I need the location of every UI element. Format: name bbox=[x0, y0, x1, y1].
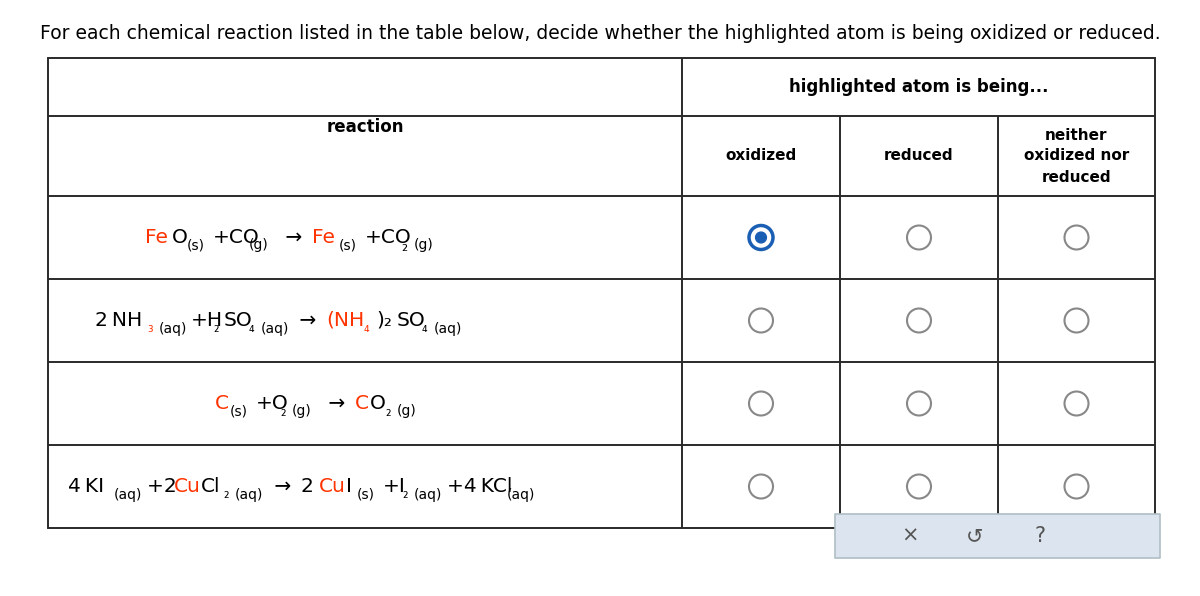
Text: (aq): (aq) bbox=[114, 488, 143, 501]
Text: ₂: ₂ bbox=[280, 405, 286, 418]
Text: For each chemical reaction listed in the table below, decide whether the highlig: For each chemical reaction listed in the… bbox=[40, 24, 1160, 43]
Circle shape bbox=[756, 232, 767, 243]
Text: +I: +I bbox=[383, 477, 406, 496]
Text: +2: +2 bbox=[148, 477, 181, 496]
Text: (g): (g) bbox=[397, 405, 416, 418]
Text: (g): (g) bbox=[250, 238, 269, 253]
Text: C: C bbox=[355, 394, 370, 413]
Text: +O: +O bbox=[256, 394, 289, 413]
Text: I: I bbox=[346, 477, 352, 496]
Text: reduced: reduced bbox=[884, 148, 954, 163]
Text: highlighted atom is being...: highlighted atom is being... bbox=[788, 78, 1049, 96]
Text: (aq): (aq) bbox=[414, 488, 443, 501]
Text: reaction: reaction bbox=[326, 118, 403, 136]
Text: (s): (s) bbox=[230, 405, 248, 418]
Text: ₂: ₂ bbox=[402, 488, 408, 501]
Text: +H: +H bbox=[191, 311, 223, 330]
Text: ₂: ₂ bbox=[223, 488, 228, 501]
Text: (g): (g) bbox=[414, 238, 433, 253]
Text: O: O bbox=[370, 394, 386, 413]
Text: (aq): (aq) bbox=[235, 488, 263, 501]
Text: neither
oxidized nor
reduced: neither oxidized nor reduced bbox=[1024, 128, 1129, 185]
Text: oxidized: oxidized bbox=[725, 148, 797, 163]
Text: +CO: +CO bbox=[365, 228, 412, 247]
Text: C: C bbox=[215, 394, 229, 413]
Text: (NH: (NH bbox=[326, 311, 365, 330]
Text: →: → bbox=[293, 311, 323, 330]
Text: (aq): (aq) bbox=[508, 488, 535, 501]
Text: Cu: Cu bbox=[319, 477, 346, 496]
Text: ₄: ₄ bbox=[364, 321, 370, 336]
Bar bbox=[48, 58, 1154, 528]
Text: (aq): (aq) bbox=[434, 321, 462, 336]
Text: ×: × bbox=[901, 526, 919, 546]
Text: Cu: Cu bbox=[174, 477, 200, 496]
Text: →: → bbox=[278, 228, 308, 247]
Text: O: O bbox=[172, 228, 188, 247]
Text: ₄: ₄ bbox=[422, 321, 427, 336]
Text: (g): (g) bbox=[292, 405, 312, 418]
Text: )₂: )₂ bbox=[376, 311, 392, 330]
Text: Fe: Fe bbox=[145, 228, 168, 247]
Text: 2 NH: 2 NH bbox=[95, 311, 143, 330]
Text: ₃: ₃ bbox=[148, 321, 152, 336]
Text: →: → bbox=[322, 394, 352, 413]
Bar bbox=[835, 514, 1160, 558]
Text: (s): (s) bbox=[358, 488, 374, 501]
Text: SO: SO bbox=[224, 311, 253, 330]
Text: ↺: ↺ bbox=[966, 526, 984, 546]
Text: ?: ? bbox=[1034, 526, 1045, 546]
Text: →: → bbox=[268, 477, 298, 496]
Text: +4 KCl: +4 KCl bbox=[446, 477, 512, 496]
Text: ₂: ₂ bbox=[385, 405, 390, 418]
Text: Fe: Fe bbox=[312, 228, 335, 247]
Text: SO: SO bbox=[397, 311, 426, 330]
Text: ₄: ₄ bbox=[250, 321, 254, 336]
Text: (s): (s) bbox=[187, 238, 205, 253]
Text: (aq): (aq) bbox=[262, 321, 289, 336]
Text: Cl: Cl bbox=[202, 477, 221, 496]
Text: 4 KI: 4 KI bbox=[68, 477, 104, 496]
Text: ₂: ₂ bbox=[214, 321, 218, 336]
Text: +CO: +CO bbox=[214, 228, 259, 247]
Text: (aq): (aq) bbox=[158, 321, 187, 336]
Text: ₂: ₂ bbox=[401, 239, 407, 254]
Text: (s): (s) bbox=[340, 238, 358, 253]
Text: 2: 2 bbox=[301, 477, 318, 496]
